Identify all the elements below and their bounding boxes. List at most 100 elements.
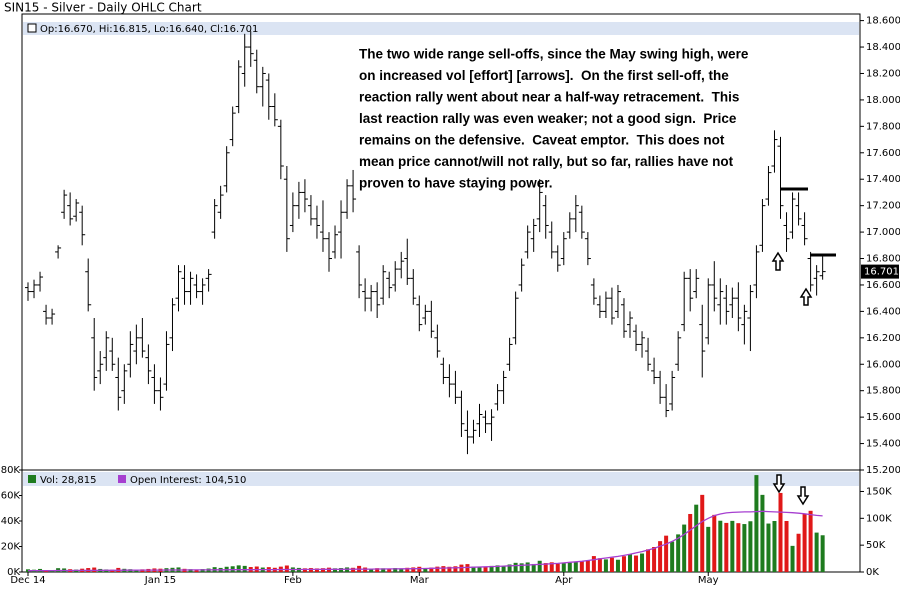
- volume-bar: [802, 513, 807, 572]
- volume-bar: [640, 553, 645, 572]
- y-tick-label: 18.400: [866, 42, 900, 53]
- volume-bar: [417, 566, 422, 572]
- volume-bar: [820, 535, 825, 572]
- volume-bar: [567, 562, 572, 572]
- volume-bar: [459, 564, 464, 572]
- down-arrow: [772, 474, 786, 494]
- volume-bar: [423, 568, 428, 572]
- annotation-marks: [771, 187, 836, 506]
- y-tick-label: 17.800: [866, 121, 900, 132]
- volume-bar: [543, 563, 548, 572]
- volume-bar: [314, 568, 319, 572]
- x-tick-label: Mar: [410, 575, 430, 586]
- volume-bar: [525, 562, 530, 572]
- volume-bar: [369, 568, 374, 572]
- x-tick-label: May: [698, 575, 719, 586]
- y-tick-label: 18.600: [866, 16, 900, 27]
- volume-bar: [682, 524, 687, 572]
- y2-tick-label: 150K: [866, 486, 892, 497]
- volume-bar: [652, 547, 657, 572]
- down-arrow: [796, 486, 810, 506]
- volume-bar: [742, 524, 747, 572]
- volume-bar: [411, 567, 416, 572]
- volume-bar: [399, 568, 404, 572]
- volume-bar: [712, 514, 717, 572]
- y2-tick-label: 50K: [866, 540, 886, 551]
- volume-bar: [453, 566, 458, 572]
- volume-bar: [790, 545, 795, 572]
- volume-bar: [615, 559, 620, 572]
- volume-bar: [706, 526, 711, 572]
- x-tick-label: Jan 15: [144, 575, 176, 586]
- volume-bar: [585, 560, 590, 572]
- ohlc-header: Op:16.670, Hi:16.815, Lo:16.640, Cl:16.7…: [40, 24, 258, 35]
- y2-tick-label: 100K: [866, 513, 892, 524]
- volume-legend: Vol: 28,815: [40, 475, 97, 486]
- volume-bar: [429, 567, 434, 572]
- volume-bar: [477, 567, 482, 572]
- volume-bar: [748, 521, 753, 572]
- volume-bar: [302, 568, 307, 572]
- x-tick-label: Apr: [555, 575, 573, 586]
- volume-bar: [555, 563, 560, 572]
- volume-bar: [579, 561, 584, 572]
- volume-bar: [501, 566, 506, 572]
- annotation: The two wide range sell-offs, since the …: [359, 47, 749, 191]
- volume-bar: [766, 523, 771, 572]
- y-tick-label: 16.800: [866, 254, 900, 265]
- volume-bar: [658, 541, 663, 572]
- y-tick-label: 0K: [7, 567, 20, 578]
- volume-bar: [814, 532, 819, 572]
- volume-bar: [549, 562, 554, 572]
- volume-bar: [339, 568, 344, 572]
- y-tick-label: 15.800: [866, 386, 900, 397]
- y-tick-label: 80K: [1, 465, 21, 476]
- volume-bar: [561, 563, 566, 572]
- volume-bar: [591, 556, 596, 572]
- y-tick-label: 17.200: [866, 201, 900, 212]
- volume-bar: [724, 522, 729, 572]
- volume-bar: [435, 566, 440, 572]
- y-tick-label: 20K: [1, 542, 21, 553]
- volume-bar: [194, 569, 199, 572]
- volume-bar: [754, 475, 759, 572]
- volume-bar: [447, 566, 452, 572]
- y2-tick-label: 0K: [866, 567, 879, 578]
- y-tick-label: 15.400: [866, 439, 900, 450]
- y-tick-label: 16.400: [866, 306, 900, 317]
- up-arrow: [771, 251, 785, 271]
- volume-bar: [772, 521, 777, 572]
- volume-bar: [760, 494, 765, 572]
- volume-bar: [333, 568, 338, 572]
- volume-bar: [700, 494, 705, 572]
- volume-bar: [609, 557, 614, 572]
- annotation-line: remains on the defensive. Caveat emptor.…: [359, 133, 725, 148]
- volume-bar: [393, 568, 398, 572]
- y-tick-label: 15.200: [866, 465, 900, 476]
- y-tick-label: 16.200: [866, 333, 900, 344]
- legend-band: [23, 22, 859, 35]
- volume-bar: [628, 554, 632, 572]
- volume-bar: [513, 562, 518, 572]
- volume-bar: [676, 534, 681, 572]
- x-tick-label: Dec 14: [10, 575, 45, 586]
- volume-bar: [796, 533, 801, 572]
- volume-bar: [375, 568, 380, 572]
- volume-bar: [495, 565, 500, 572]
- volume-bar: [387, 568, 392, 572]
- volume-bar: [597, 558, 602, 572]
- volume-bar: [573, 562, 578, 572]
- volume-bar: [242, 565, 247, 572]
- y-tick-label: 40K: [1, 516, 21, 527]
- annotation-line: reaction rally went about near a half-wa…: [359, 90, 739, 105]
- volume-bar: [778, 492, 783, 572]
- annotation-line: mean price cannot/will not rally, but so…: [359, 154, 734, 169]
- volume-bar: [718, 520, 723, 572]
- y-tick-label: 16.000: [866, 359, 900, 370]
- volume-bar: [646, 549, 651, 572]
- open-interest-line: [27, 510, 823, 572]
- volume-bar: [405, 567, 410, 572]
- volume-bar: [188, 569, 193, 572]
- volume-bar: [603, 559, 608, 572]
- volume-bar: [483, 566, 488, 572]
